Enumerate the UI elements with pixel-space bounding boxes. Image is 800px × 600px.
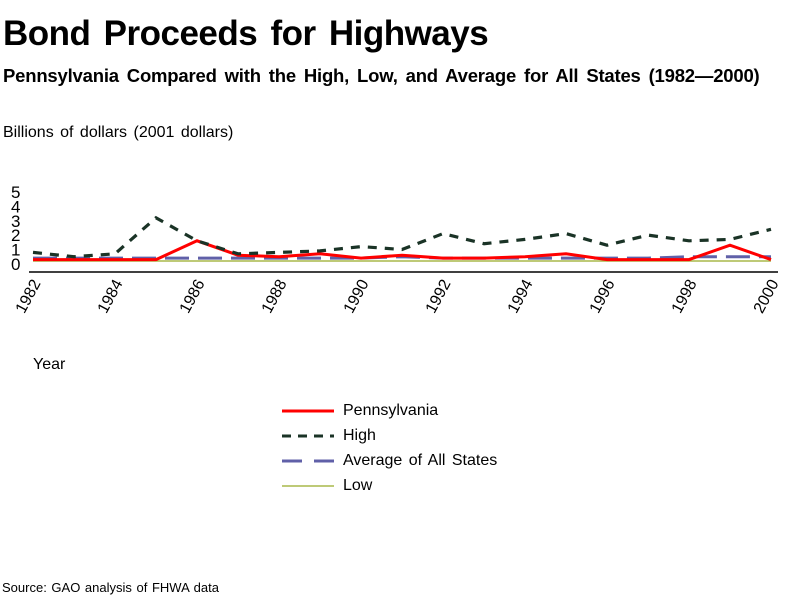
chart-subtitle: Pennsylvania Compared with the High, Low… [3, 65, 760, 86]
legend: Pennsylvania High Average of All States … [282, 398, 497, 498]
x-tick-label: 1984 [95, 277, 127, 316]
series-lines [32, 215, 772, 262]
legend-label: High [343, 426, 376, 444]
legend-swatch-high [282, 434, 334, 437]
x-axis-label: Year [33, 356, 66, 373]
y-tick-label: 0 [11, 255, 20, 274]
y-tick-label: 5 [11, 183, 20, 202]
x-tick-label: 1992 [423, 277, 455, 316]
x-tick-label: 1996 [587, 277, 619, 316]
legend-swatch-average [282, 459, 334, 462]
x-tick-label: 1988 [259, 277, 291, 316]
legend-item-low: Low [282, 473, 497, 498]
x-tick-label: 1982 [13, 277, 45, 316]
legend-label: Average of All States [343, 451, 498, 469]
y-axis-label: Billions of dollars (2001 dollars) [3, 124, 234, 141]
y-tick-label: 4 [11, 197, 20, 216]
legend-swatch-low [282, 484, 334, 487]
y-tick-label: 2 [11, 226, 20, 245]
legend-swatch-pennsylvania [282, 409, 334, 412]
y-tick-label: 1 [11, 241, 20, 260]
x-tick-label: 2000 [751, 277, 783, 316]
legend-item-average: Average of All States [282, 448, 497, 473]
legend-item-pennsylvania: Pennsylvania [282, 398, 497, 423]
source-note: Source: GAO analysis of FHWA data [2, 580, 219, 595]
series-line-average-of-all-states [33, 255, 771, 260]
chart-title: Bond Proceeds for Highways [3, 14, 489, 53]
series-line-high [32, 215, 772, 259]
legend-label: Pennsylvania [343, 401, 439, 419]
x-axis: 1982 1984 1986 1988 1990 1992 1994 1996 1998 2000 [13, 277, 783, 316]
legend-label: Low [343, 476, 373, 494]
x-tick-label: 1986 [177, 277, 209, 316]
x-tick-label: 1990 [341, 277, 373, 316]
legend-item-high: High [282, 423, 497, 448]
x-tick-label: 1998 [669, 277, 701, 316]
y-tick-label: 3 [11, 212, 20, 231]
x-tick-label: 1994 [505, 277, 537, 316]
series-line-pennsylvania [33, 239, 772, 262]
